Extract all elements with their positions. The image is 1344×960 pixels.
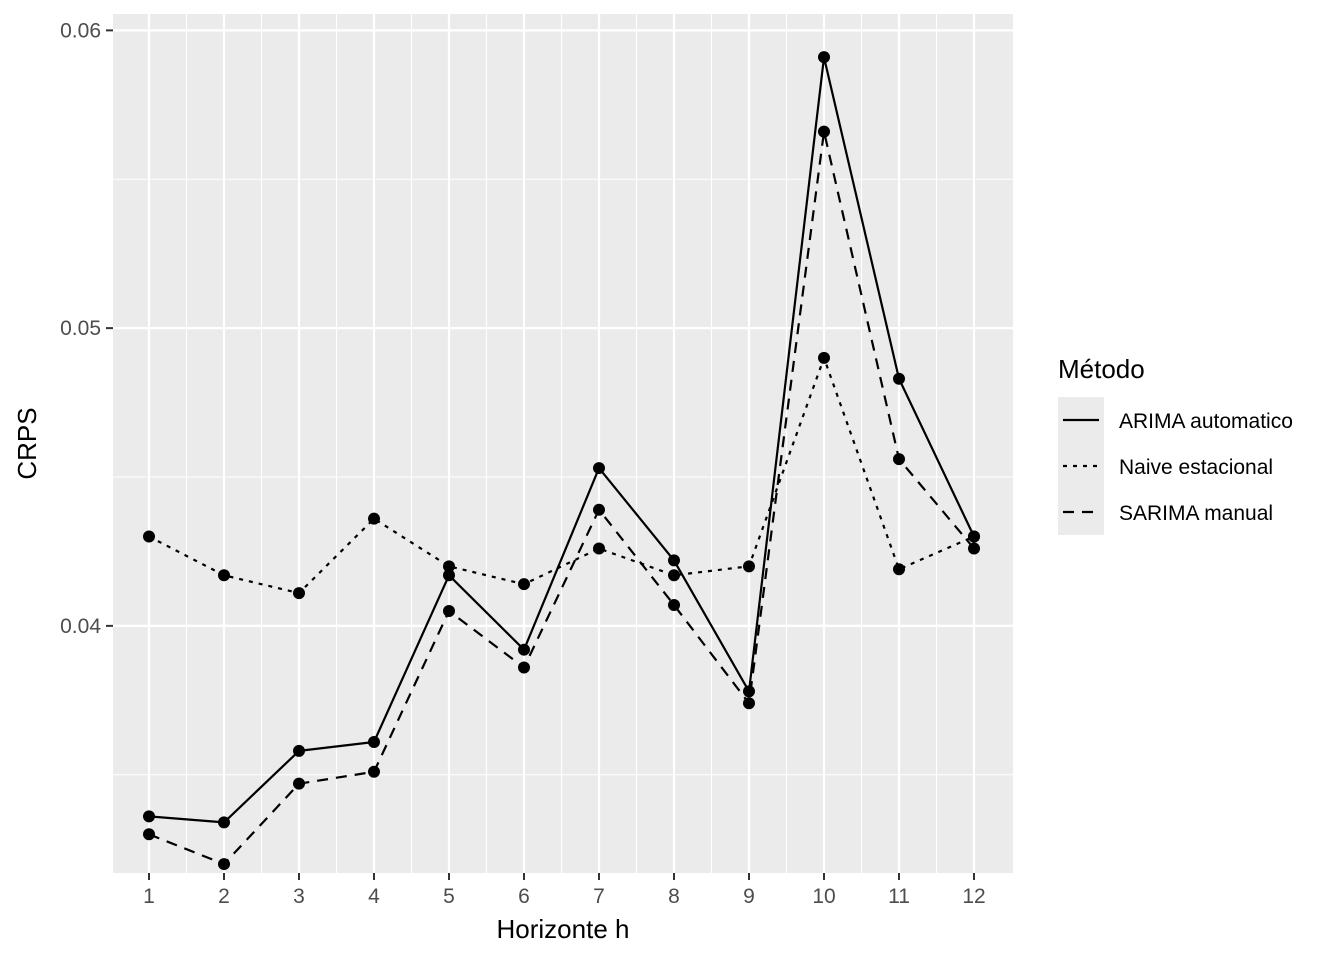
data-point [218, 569, 230, 582]
data-point [743, 685, 755, 698]
data-point [968, 530, 980, 543]
x-axis: 1 2 3 4 5 6 7 8 9 10 11 12 [143, 873, 986, 908]
data-point [968, 542, 980, 555]
data-point [443, 560, 455, 573]
x-tick-label: 3 [293, 885, 305, 908]
data-point [143, 810, 155, 823]
legend-label: Naive estacional [1119, 456, 1273, 479]
y-tick-label: 0.05 [60, 317, 101, 340]
data-point [668, 554, 680, 567]
y-tick-label: 0.04 [60, 615, 101, 638]
data-point [143, 530, 155, 543]
series-line-1 [148, 56, 975, 824]
x-tick-label: 10 [812, 885, 835, 908]
data-point [893, 372, 905, 385]
data-point [593, 542, 605, 555]
data-point [518, 578, 530, 591]
x-tick-label: 9 [743, 885, 755, 908]
x-tick-label: 8 [668, 885, 680, 908]
major-grid [113, 14, 1013, 873]
data-point [143, 828, 155, 841]
data-point [443, 604, 455, 617]
x-tick-label: 2 [218, 885, 230, 908]
data-point [818, 51, 830, 64]
data-point [593, 462, 605, 475]
y-axis: 0.04 0.05 0.06 [60, 19, 113, 638]
x-tick-label: 6 [518, 885, 530, 908]
data-point [368, 512, 380, 525]
plot-panel [113, 14, 1013, 873]
x-tick-label: 1 [143, 885, 155, 908]
data-point [293, 777, 305, 790]
data-point [593, 503, 605, 516]
data-point [518, 643, 530, 656]
y-axis-title: CRPS [12, 407, 42, 479]
y-tick-label: 0.06 [60, 19, 101, 42]
data-point [368, 765, 380, 778]
data-point [293, 587, 305, 600]
x-tick-label: 7 [593, 885, 605, 908]
data-point [743, 560, 755, 573]
data-point [293, 744, 305, 757]
x-tick-label: 4 [368, 885, 380, 908]
minor-grid [113, 14, 1013, 873]
series-line-3 [148, 130, 975, 866]
data-point [668, 569, 680, 582]
data-point [443, 569, 455, 582]
legend-label: SARIMA manual [1119, 502, 1273, 525]
data-point [893, 453, 905, 466]
data-point [368, 735, 380, 748]
data-point [218, 816, 230, 829]
series-lines [148, 56, 975, 866]
data-point [818, 125, 830, 138]
legend-label: ARIMA automatico [1119, 410, 1293, 433]
data-point [893, 563, 905, 576]
x-tick-label: 11 [888, 885, 910, 908]
legend-title: Método [1058, 354, 1145, 384]
series-points [143, 51, 980, 871]
legend: Método ARIMA automatico Naive estacional S… [1058, 354, 1293, 535]
series-line-2 [148, 356, 975, 595]
data-point [218, 858, 230, 871]
data-point [668, 599, 680, 612]
x-axis-title: Horizonte h [497, 914, 630, 944]
x-tick-label: 12 [962, 885, 985, 908]
x-tick-label: 5 [443, 885, 455, 908]
data-point [818, 351, 830, 364]
data-point [518, 661, 530, 674]
data-point [743, 697, 755, 710]
